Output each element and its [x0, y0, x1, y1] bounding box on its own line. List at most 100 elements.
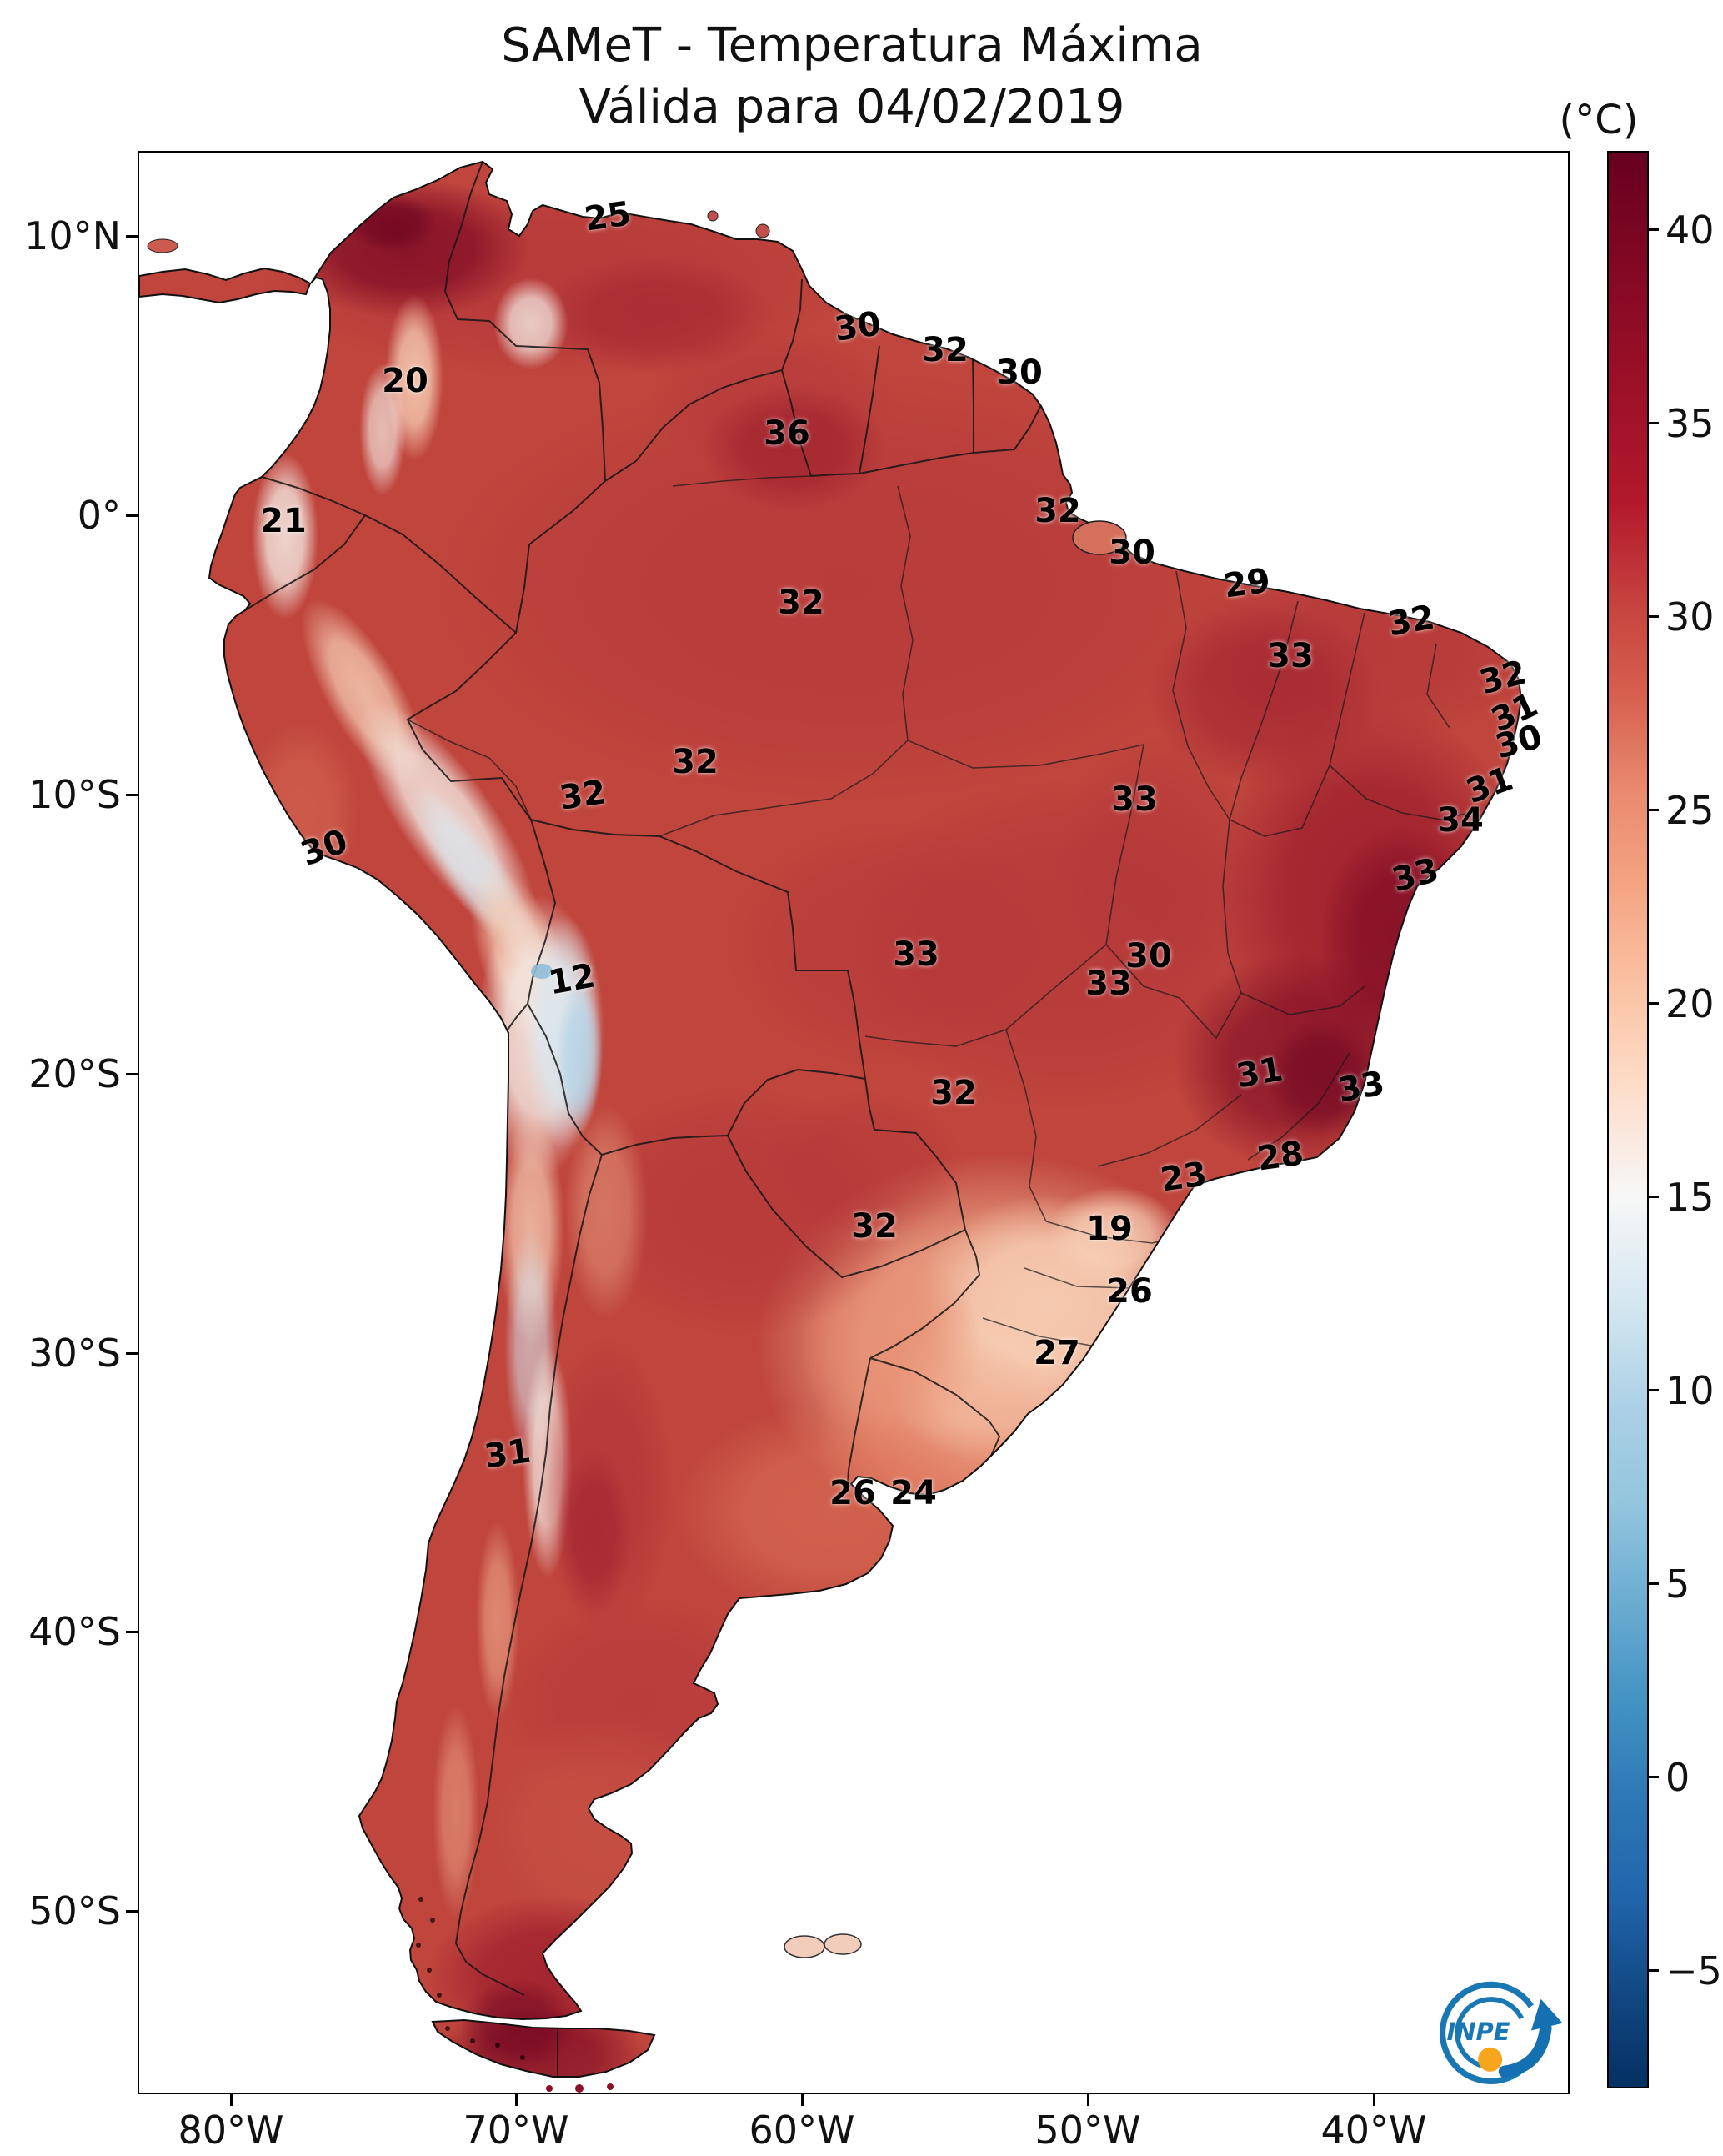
temperature-label: 29: [1221, 561, 1273, 606]
colorbar-tick-label: 0: [1665, 1754, 1690, 1800]
falkland-east-island: [824, 1933, 862, 1955]
latitude-tick-mark: [126, 234, 138, 238]
temperature-label: 34: [1437, 800, 1484, 840]
colorbar-tick-mark: [1647, 1582, 1659, 1586]
longitude-tick-label: 50°W: [1034, 2108, 1141, 2153]
colorbar-tick: 15: [1647, 1175, 1715, 1220]
longitude-tick-label: 70°W: [463, 2108, 569, 2153]
colorbar-tick-mark: [1647, 615, 1659, 619]
latitude-tick-label: 10°N: [24, 213, 121, 258]
colorbar-tick: 0: [1647, 1755, 1690, 1800]
logo-arrow: [1498, 2022, 1552, 2078]
temperature-label: 21: [260, 502, 307, 540]
latitude-tick-label: 0°: [77, 493, 121, 538]
colorbar-tick-label: 15: [1665, 1174, 1715, 1220]
logo-arrowhead: [1530, 1998, 1563, 2031]
colorbar-tick-label: 25: [1665, 787, 1715, 833]
temperature-label: 26: [1106, 1272, 1153, 1311]
page-subtitle: Válida para 04/02/2019: [579, 79, 1125, 134]
latitude-tick-label: 50°S: [28, 1888, 121, 1933]
colorbar-tick-label: 10: [1665, 1367, 1715, 1413]
longitude-tick-label: 40°W: [1320, 2108, 1427, 2153]
topography-dots: [416, 1897, 525, 2060]
colorbar-tick-label: −5: [1665, 1948, 1722, 1993]
trinidad-island: [755, 223, 770, 238]
colorbar-tick: 5: [1647, 1562, 1690, 1607]
colorbar-tick: 25: [1647, 788, 1715, 833]
longitude-tick-mark: [1372, 2094, 1375, 2106]
latitude-tick-label: 20°S: [28, 1051, 121, 1096]
islands: [147, 210, 1127, 2093]
logo-swirl-inner: [1455, 1997, 1524, 2069]
temperature-label: 24: [890, 1474, 937, 1512]
temperature-label: 30: [1125, 937, 1172, 975]
coastlines: [139, 160, 1523, 2078]
cape-horn-islet: [546, 2085, 553, 2092]
logo-swirl-outer: [1439, 1981, 1534, 2085]
latitude-tick-mark: [126, 793, 138, 796]
temperature-label: 30: [996, 353, 1043, 392]
temperature-label: 26: [829, 1474, 876, 1512]
temperature-label: 32: [778, 584, 824, 622]
temperature-label: 25: [582, 194, 634, 239]
latitude-tick-mark: [126, 1909, 138, 1913]
temperature-label: 12: [545, 956, 599, 1003]
state-borders: [407, 475, 1482, 1347]
temperature-label: 32: [930, 1074, 977, 1112]
colorbar-tick-mark: [1647, 228, 1659, 232]
page-title: SAMeT - Temperatura Máxima: [501, 18, 1203, 73]
inpe-logo: INPE: [1439, 1981, 1563, 2085]
longitude-tick-mark: [800, 2094, 804, 2106]
colorbar: [1607, 151, 1649, 2088]
lake-titicaca: [531, 964, 553, 979]
temperature-label: 32: [1034, 492, 1081, 530]
colorbar-tick-label: 40: [1665, 207, 1715, 253]
temperature-label: 33: [1388, 850, 1443, 900]
temperature-label: 28: [1255, 1134, 1306, 1179]
colorbar-tick-mark: [1647, 422, 1659, 425]
temperature-label: 36: [764, 414, 810, 453]
logo-orange-dot: [1478, 2047, 1503, 2072]
colorbar-tick-mark: [1647, 1196, 1659, 1199]
colorbar-tick: −5: [1647, 1948, 1722, 1993]
temperature-label: 33: [1335, 1064, 1388, 1111]
temperature-label: 30: [295, 821, 353, 875]
colorbar-tick-label: 20: [1665, 980, 1715, 1026]
colorbar-tick-mark: [1647, 1776, 1659, 1779]
temperature-label: 33: [1267, 637, 1314, 675]
latitude-tick-label: 10°S: [28, 772, 121, 817]
temperature-label: 20: [382, 362, 428, 400]
temperature-label: 32: [557, 773, 609, 818]
colorbar-tick-label: 35: [1665, 400, 1715, 446]
longitude-tick-mark: [229, 2094, 233, 2106]
colorbar-tick-mark: [1647, 1002, 1659, 1005]
latitude-tick-mark: [126, 1351, 138, 1355]
temperature-label: 30: [832, 304, 884, 349]
longitude-tick-mark: [514, 2094, 518, 2106]
longitude-tick-label: 80°W: [178, 2108, 284, 2153]
central-america-islet: [147, 238, 178, 253]
colorbar-tick: 10: [1647, 1368, 1715, 1413]
temperature-label: 30: [1109, 534, 1155, 572]
temperature-label: 33: [1085, 965, 1132, 1003]
colorbar-tick-label: 5: [1665, 1561, 1690, 1607]
colorbar-tick: 40: [1647, 208, 1715, 253]
temperature-label: 31: [482, 1431, 533, 1477]
temperature-label: 32: [1385, 598, 1438, 644]
temperature-label: 23: [1158, 1155, 1210, 1200]
temperature-label: 27: [1034, 1334, 1080, 1372]
country-borders: [244, 162, 1042, 2077]
colorbar-tick: 20: [1647, 981, 1715, 1026]
colorbar-tick-mark: [1647, 809, 1659, 812]
margarita-island: [707, 210, 719, 222]
colorbar-unit-label: (°C): [1559, 97, 1639, 143]
temperature-label: 32: [851, 1207, 898, 1246]
longitude-tick-label: 60°W: [749, 2108, 855, 2153]
temperature-label: 33: [893, 935, 939, 974]
colorbar-tick: 35: [1647, 401, 1715, 446]
colorbar-tick-mark: [1647, 1389, 1659, 1392]
colorbar-tick-label: 30: [1665, 594, 1715, 639]
longitude-tick-mark: [1086, 2094, 1089, 2106]
colorbar-tick: 30: [1647, 594, 1715, 639]
